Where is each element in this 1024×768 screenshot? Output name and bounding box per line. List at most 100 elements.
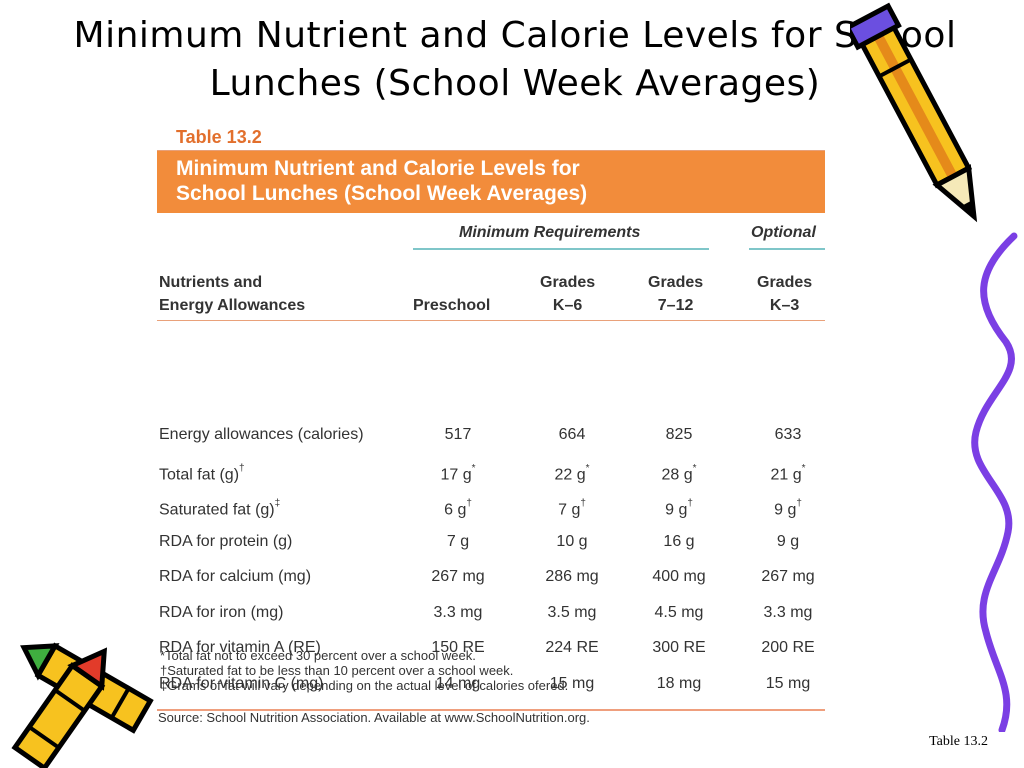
cell-preschool-value: 6 g: [444, 501, 467, 519]
cell-preschool: 267 mg: [408, 567, 508, 587]
cell-712-value: 4.5 mg: [654, 603, 704, 621]
cell-preschool: 7 g: [408, 532, 508, 552]
cell-k6: 224 RE: [522, 638, 622, 658]
cell-k3-value: 3.3 mg: [763, 603, 813, 621]
cell-k6: 7 g†: [522, 496, 622, 520]
cell-712: 825: [629, 425, 729, 445]
slide-title: Minimum Nutrient and Calorie Levels for …: [20, 12, 1010, 108]
column-header-nutrients: Nutrients and Energy Allowances: [159, 271, 305, 317]
cell-k3-value: 633: [774, 426, 802, 443]
cell-nutrient: Energy allowances (calories): [159, 425, 364, 445]
footnote-grams-of-fat: ‡Grams of fat will vary depending on the…: [160, 678, 569, 693]
cell-k3-value: 9 g: [774, 501, 797, 519]
column-header-k3: Grades K–3: [757, 271, 812, 317]
cell-nutrient: RDA for vitamin C (mg): [159, 674, 323, 694]
cell-k6-value: 10 g: [556, 532, 588, 550]
column-header-k6-line-2: K–6: [552, 297, 583, 314]
cell-k3: 15 mg: [738, 674, 838, 694]
column-header-k6-line-1: Grades: [540, 274, 596, 291]
cell-712-value: 825: [665, 426, 693, 443]
column-header-nutrients-line-2: Energy Allowances: [159, 297, 306, 314]
cell-nutrient-footnote-mark: ‡: [274, 498, 281, 509]
group-rule-optional: [749, 248, 825, 250]
cell-preschool-value: 7 g: [446, 532, 470, 550]
cell-712: 300 RE: [629, 638, 729, 658]
table-source: Source: School Nutrition Association. Av…: [158, 710, 590, 725]
cell-preschool: 3.3 mg: [408, 603, 508, 623]
cell-k3: 200 RE: [738, 638, 838, 658]
cell-k6: 3.5 mg: [522, 603, 622, 623]
cell-k6-value: 664: [558, 426, 586, 443]
slide-title-line-2: Lunches (School Week Averages): [209, 63, 821, 104]
cell-k6-value: 286 mg: [545, 568, 599, 585]
footnote-saturated-fat: †Saturated fat to be less than 10 percen…: [160, 663, 514, 678]
cell-k3-value: 200 RE: [761, 639, 815, 656]
cell-k3-value: 15 mg: [765, 674, 811, 692]
nutrient-table-figure: Table 13.2 Minimum Nutrient and Calorie …: [157, 126, 825, 711]
cell-nutrient-value: RDA for vitamin A (RE): [159, 639, 321, 656]
column-header-nutrients-line-1: Nutrients and: [159, 274, 263, 291]
cell-nutrient-value: RDA for vitamin C (mg): [159, 674, 324, 692]
cell-712-value: 16 g: [663, 532, 695, 550]
cell-k6-footnote-mark: *: [585, 462, 590, 474]
table-caption-line-1: Minimum Nutrient and Calorie Levels for: [176, 157, 580, 180]
cell-preschool-footnote-mark: †: [466, 498, 472, 509]
cell-k3: 633: [738, 425, 838, 445]
cell-k3-footnote-mark: †: [796, 498, 802, 509]
cell-712-footnote-mark: †: [687, 498, 693, 509]
cell-k6-value: 3.5 mg: [547, 603, 597, 621]
cell-k6: 664: [522, 425, 622, 445]
cell-nutrient-value: RDA for protein (g): [159, 532, 293, 550]
cell-712-footnote-mark: *: [692, 462, 697, 474]
column-header-712-line-1: Grades: [648, 274, 704, 291]
cell-preschool-value: 3.3 mg: [433, 603, 483, 621]
cell-712: 28 g*: [629, 461, 729, 485]
cell-nutrient: Saturated fat (g)‡: [159, 496, 280, 520]
slide-reference: Table 13.2: [929, 734, 988, 749]
cell-712: 9 g†: [629, 496, 729, 520]
cell-nutrient-value: RDA for calcium (mg): [159, 568, 312, 585]
cell-nutrient: RDA for iron (mg): [159, 603, 283, 623]
column-header-k6: Grades K–6: [540, 271, 595, 317]
cell-nutrient-value: Total fat (g): [159, 465, 240, 483]
cell-k3: 267 mg: [738, 567, 838, 587]
cell-preschool: 517: [408, 425, 508, 445]
column-header-k3-line-1: Grades: [757, 274, 813, 291]
cell-k3: 21 g*: [738, 461, 838, 485]
cell-preschool-footnote-mark: *: [471, 462, 476, 474]
cell-k6: 286 mg: [522, 567, 622, 587]
footnote-total-fat: *Total fat not to exceed 30 percent over…: [160, 648, 476, 663]
cell-k6: 22 g*: [522, 461, 622, 485]
cell-preschool: 6 g†: [408, 496, 508, 520]
table-caption: Minimum Nutrient and Calorie Levels for …: [157, 151, 825, 213]
cell-nutrient-value: Energy allowances (calories): [159, 426, 364, 443]
cell-nutrient: RDA for vitamin A (RE): [159, 638, 321, 658]
cell-712: 18 mg: [629, 674, 729, 694]
cell-preschool: 150 RE: [408, 638, 508, 658]
cell-preschool-value: 17 g: [440, 465, 472, 483]
cell-k6-value: 15 mg: [549, 674, 595, 692]
cell-712-value: 28 g: [661, 465, 693, 483]
table-label: Table 13.2: [157, 126, 825, 151]
cell-preschool: 17 g*: [408, 461, 508, 485]
cell-preschool-value: 14 mg: [435, 674, 481, 692]
cell-712-value: 300 RE: [652, 639, 706, 656]
cell-712-value: 18 mg: [656, 674, 702, 692]
crayons-icon: [11, 642, 154, 768]
group-header-optional: Optional: [751, 224, 816, 241]
table-caption-line-2: School Lunches (School Week Averages): [176, 182, 588, 205]
cell-k3-value: 9 g: [776, 532, 800, 550]
cell-k6-value: 224 RE: [545, 639, 599, 656]
cell-nutrient-value: Saturated fat (g): [159, 501, 275, 519]
cell-712-value: 9 g: [665, 501, 688, 519]
cell-k3: 9 g: [738, 532, 838, 552]
table-bottom-rule: [157, 709, 825, 711]
cell-preschool-value: 517: [444, 426, 472, 443]
cell-k6-value: 22 g: [554, 465, 586, 483]
column-header-preschool: Preschool: [413, 297, 491, 314]
column-header-712-line-2: 7–12: [657, 297, 694, 314]
pencil-icon: [850, 2, 978, 223]
cell-preschool-value: 267 mg: [431, 568, 485, 585]
cell-k3-footnote-mark: *: [801, 462, 806, 474]
cell-k3: 9 g†: [738, 496, 838, 520]
